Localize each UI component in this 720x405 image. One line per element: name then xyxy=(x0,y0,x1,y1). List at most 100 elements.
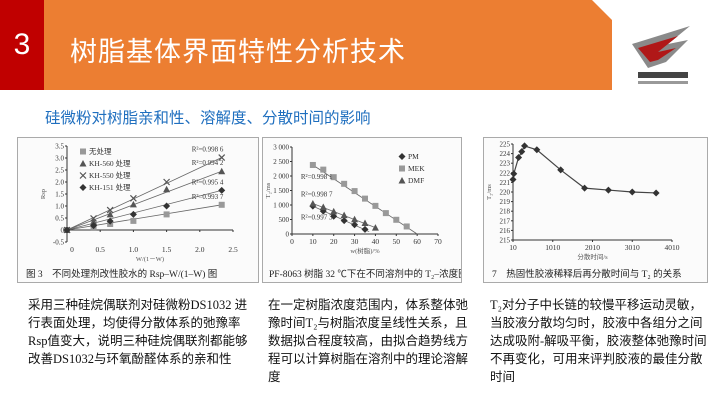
data-point xyxy=(351,215,359,223)
data-point xyxy=(557,166,565,174)
data-point xyxy=(129,194,137,202)
data-point xyxy=(330,212,338,220)
y-tick-label: 0.5 xyxy=(55,215,64,223)
y-tick-label: 1 000 xyxy=(273,202,289,210)
y-tick-label: 1 500 xyxy=(273,187,289,195)
data-point xyxy=(106,210,114,218)
data-point xyxy=(403,223,410,230)
paragraph-affinity: 采用三种硅烷偶联剂对硅微粉DS1032 进行表面处理，均使得分散体系的弛豫率Rs… xyxy=(28,298,248,366)
y-tick-label: 220 xyxy=(500,189,511,197)
slide-subtitle: 硅微粉对树脂亲和性、溶解度、分散时间的影响 xyxy=(45,109,371,127)
paragraph-dispersion: T₂对分子中长链的较慢平移运动灵敏，当胶液分散均匀时，胶液中各组分之间达成吸附-… xyxy=(490,298,707,384)
chart-t2-concentration: 0 10 20 30 40 50 60 70 0 500 1 000 1 500 2 000 2 500 3… xyxy=(265,144,461,281)
data-point xyxy=(371,224,379,231)
data-point xyxy=(509,176,517,184)
data-point xyxy=(351,188,358,195)
data-point xyxy=(340,217,348,225)
data-point xyxy=(518,148,526,156)
data-point xyxy=(106,217,114,225)
data-point xyxy=(79,184,87,191)
y-tick-label: 215 xyxy=(500,237,511,245)
header-bar xyxy=(0,0,612,90)
data-point xyxy=(218,201,225,208)
data-point xyxy=(218,154,226,161)
figure-caption: 图 3 不同处理剂改性胶水的 Rsp–W/(1–W) 图 xyxy=(26,268,217,280)
data-point xyxy=(218,186,226,194)
data-point xyxy=(90,215,97,222)
y-tick-label: 500 xyxy=(279,216,290,224)
x-tick-label: 0.5 xyxy=(96,245,106,254)
figure-caption: PF-8063 树脂 32 ℃下在不同溶剂中的 T₂–浓度图 xyxy=(269,268,461,280)
x-tick-label: 70 xyxy=(434,237,442,246)
x-tick-label: 1.0 xyxy=(129,245,139,254)
data-point xyxy=(361,225,369,233)
y-axis-label: T₂/ms xyxy=(486,184,493,200)
x-tick-label: 40 xyxy=(372,237,380,246)
data-point xyxy=(515,153,523,161)
y-tick-label: 0 xyxy=(286,231,290,239)
x-tick-label: 1.5 xyxy=(162,245,172,254)
x-tick-label: 10 xyxy=(509,243,517,252)
data-point xyxy=(79,160,87,167)
legend-label: KH-560 处理 xyxy=(89,158,131,168)
data-point xyxy=(163,202,171,210)
y-tick-label: 1.5 xyxy=(55,191,64,199)
r-squared-label: R²=0.998 6 xyxy=(192,146,224,154)
data-point xyxy=(581,184,589,192)
x-tick-label: 50 xyxy=(393,237,401,246)
x-tick-label: 10 xyxy=(309,237,317,246)
r-squared-label: R²=0.994 2 xyxy=(192,159,224,167)
data-point xyxy=(79,172,87,179)
legend-label: KH-151 处理 xyxy=(89,182,131,192)
y-tick-label: 218 xyxy=(500,208,511,216)
data-point xyxy=(372,202,379,209)
data-point xyxy=(163,185,171,193)
r-squared-label: R²=0.993 7 xyxy=(192,193,224,201)
data-point xyxy=(382,210,389,217)
logo xyxy=(628,22,698,88)
y-tick-label: 224 xyxy=(500,150,511,158)
data-point xyxy=(106,206,114,214)
r-squared-label: R²=0.995 4 xyxy=(192,178,224,186)
y-tick-label: 216 xyxy=(500,227,511,235)
x-tick-label: 30 xyxy=(351,237,359,246)
data-point xyxy=(319,203,327,211)
data-point xyxy=(362,195,368,202)
x-axis-label: 分散时间/s xyxy=(577,252,608,261)
x-tick-label: 2.5 xyxy=(228,245,238,254)
x-tick-label: 20 xyxy=(330,237,338,246)
figure-rsp: 0 0.5 1.0 1.5 2.0 2.5 -0.5 0 0.5 1.0 1.5 2.0 2.5 3.0 3… xyxy=(17,137,259,283)
y-tick-label: 217 xyxy=(500,217,511,225)
y-tick-label: 225 xyxy=(500,141,511,149)
y-tick-label: 2.0 xyxy=(55,179,64,187)
section-number: 3 xyxy=(0,0,44,90)
x-tick-label: 0 xyxy=(70,245,74,254)
r-squared-label: R²=0.998 7 xyxy=(301,190,333,198)
data-point xyxy=(398,177,406,184)
data-point xyxy=(129,210,137,218)
data-point xyxy=(218,167,226,175)
y-tick-label: 2.5 xyxy=(55,167,64,175)
data-point xyxy=(398,153,406,160)
figure-caption: 7 热固性胶液稀释后再分散时间与 T₂ 的关系 xyxy=(492,268,682,280)
data-point xyxy=(130,217,137,224)
y-tick-label: 221 xyxy=(500,179,511,187)
y-tick-label: 0 xyxy=(61,227,65,235)
legend-label: MEK xyxy=(408,164,425,173)
x-tick-label: 0 xyxy=(290,237,294,246)
data-point xyxy=(361,219,369,226)
x-tick-label: 60 xyxy=(413,237,421,246)
data-point xyxy=(628,188,636,196)
y-axis-label: Rsp xyxy=(40,189,47,199)
x-tick-label: 1010 xyxy=(545,243,560,252)
data-point xyxy=(340,211,348,219)
x-tick-label: 4010 xyxy=(665,243,680,252)
y-tick-label: 1.0 xyxy=(55,203,64,211)
x-axis-label: W/(1－W) xyxy=(136,256,164,263)
chart-rsp: 0 0.5 1.0 1.5 2.0 2.5 -0.5 0 0.5 1.0 1.5 2.0 2.5 3.0 3… xyxy=(26,143,238,281)
data-point xyxy=(309,161,316,168)
y-tick-label: 3 000 xyxy=(273,144,289,152)
y-tick-label: 3.5 xyxy=(55,143,64,151)
paragraph-solubility: 在一定树脂浓度范围内，体系整体弛豫时间T₂与树脂浓度呈线性关系，且数据拟合程度较… xyxy=(268,298,469,384)
